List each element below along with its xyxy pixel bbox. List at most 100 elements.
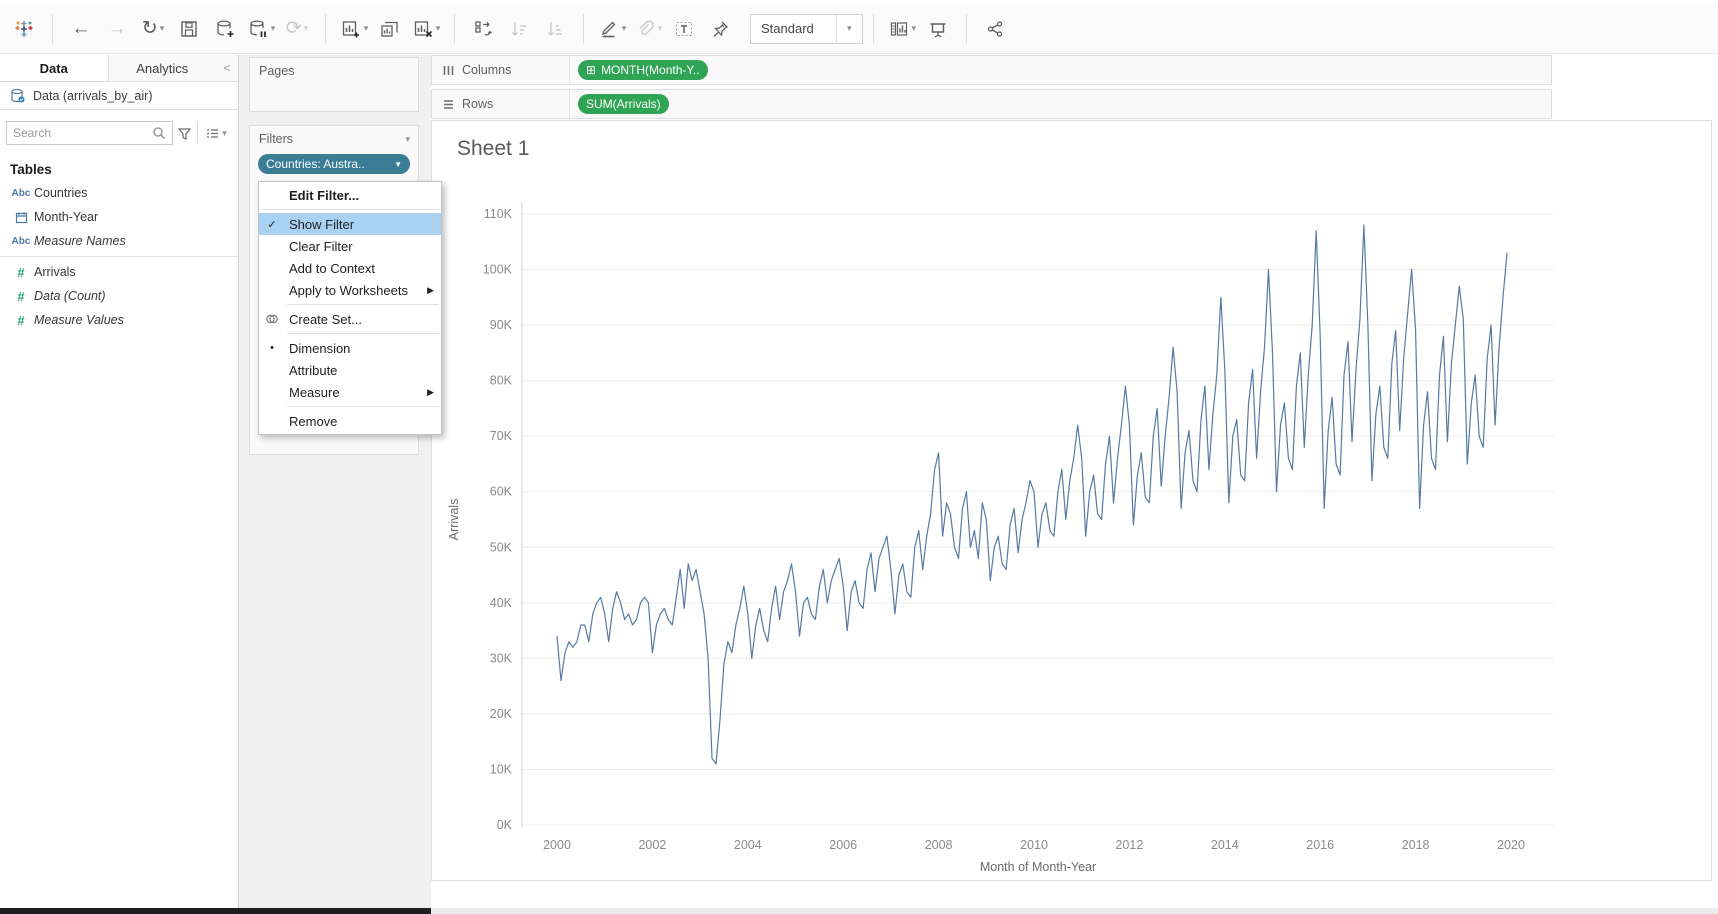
svg-text:2010: 2010 [1020, 838, 1048, 852]
fit-selector[interactable]: Standard ▾ [750, 13, 863, 44]
svg-text:100K: 100K [483, 263, 513, 277]
svg-text:10K: 10K [490, 762, 513, 776]
abc-text-icon: Abc [11, 187, 31, 199]
sort-ascending-button[interactable] [504, 13, 534, 45]
filter-fields-funnel-icon[interactable] [173, 122, 195, 144]
toolbar-divider [583, 13, 584, 44]
show-hide-cards-button[interactable]: ▾ [887, 13, 917, 45]
rows-pill-label: SUM(Arrivals) [586, 97, 661, 111]
columns-shelf[interactable]: Columns ⊞ MONTH(Month-Y.. [431, 55, 1552, 85]
highlight-caret-icon[interactable]: ▾ [621, 23, 627, 33]
menu-gutter [259, 359, 285, 381]
menu-separator [287, 304, 439, 305]
clear-sheet-icon [414, 20, 432, 37]
save-button[interactable] [174, 13, 204, 45]
highlight-button[interactable]: ▾ [597, 13, 627, 45]
field-label: Month-Year [34, 210, 99, 224]
fix-axes-button[interactable] [705, 13, 735, 45]
expand-hierarchy-icon[interactable]: ⊞ [586, 63, 597, 77]
pause-auto-updates-caret-icon[interactable]: ▾ [270, 23, 276, 33]
new-worksheet-button[interactable]: ▾ [339, 13, 369, 45]
rows-pill-sum-arrivals[interactable]: SUM(Arrivals) [578, 94, 669, 114]
filter-pill-caret-icon[interactable]: ▼ [394, 159, 402, 169]
field-label: Data (Count) [34, 289, 106, 303]
swap-rows-columns-button[interactable] [468, 13, 498, 45]
svg-text:0K: 0K [497, 818, 513, 832]
menu-item-show-filter[interactable]: ✓ Show Filter [259, 213, 441, 235]
field-countries[interactable]: Abc Countries [0, 181, 238, 205]
menu-item-apply-to-worksheets[interactable]: Apply to Worksheets ▶ [259, 279, 441, 301]
collapse-panel-icon[interactable]: < [216, 55, 238, 81]
filters-shelf-caret-icon[interactable]: ▾ [405, 133, 410, 144]
undo-button[interactable]: ← [66, 13, 96, 45]
share-icon [987, 20, 1002, 37]
field-label: Measure Values [34, 313, 124, 327]
rows-shelf[interactable]: Rows SUM(Arrivals) [431, 89, 1552, 119]
presentation-mode-icon [930, 22, 946, 38]
search-input[interactable] [13, 126, 152, 140]
menu-item-remove[interactable]: Remove [259, 410, 441, 432]
redo-button[interactable]: → [102, 13, 132, 45]
presentation-mode-button[interactable] [923, 13, 953, 45]
arrivals-line-chart[interactable]: 0K 10K 20K 30K 40K 50K 60K 70K 80K 90K 100K 110K 200… [432, 121, 1711, 880]
svg-text:70K: 70K [490, 429, 513, 443]
field-data-count[interactable]: # Data (Count) [0, 284, 238, 308]
show-mark-labels-button[interactable] [669, 13, 699, 45]
show-hide-cards-caret-icon[interactable]: ▾ [911, 23, 917, 33]
filter-pill-countries[interactable]: Countries: Austra.. ▼ [258, 154, 410, 174]
tab-data[interactable]: Data [0, 55, 109, 81]
tab-analytics[interactable]: Analytics [108, 55, 216, 81]
columns-pill-label: MONTH(Month-Y.. [601, 63, 700, 77]
new-data-source-button[interactable] [210, 13, 240, 45]
dimensions-measures-divider [0, 256, 238, 257]
run-auto-updates-caret-icon: ▾ [303, 23, 309, 33]
worksheet-area[interactable]: Sheet 1 0K 10K 20K 30K 40K 50K 60K 70K 80K 90K 100… [431, 120, 1712, 881]
menu-item-dimension[interactable]: • Dimension [259, 337, 441, 359]
menu-item-create-set[interactable]: Create Set... [259, 308, 441, 330]
filter-pill-label: Countries: Austra.. [266, 157, 365, 171]
field-arrivals[interactable]: # Arrivals [0, 260, 238, 284]
save-icon [181, 20, 197, 37]
new-worksheet-icon [342, 20, 359, 37]
field-month-year[interactable]: Month-Year [0, 205, 238, 229]
pause-auto-updates-icon [250, 19, 266, 37]
search-box[interactable] [6, 121, 173, 145]
pages-shelf[interactable]: Pages [249, 57, 419, 112]
menu-item-measure[interactable]: Measure ▶ [259, 381, 441, 403]
columns-pill-month[interactable]: ⊞ MONTH(Month-Y.. [578, 60, 708, 80]
field-measure-names[interactable]: Abc Measure Names [0, 229, 238, 253]
menu-item-edit-filter[interactable]: Edit Filter... [259, 184, 441, 206]
pause-auto-updates-button[interactable]: ▾ [246, 13, 276, 45]
swap-rows-columns-icon [475, 20, 493, 35]
sort-descending-button[interactable] [540, 13, 570, 45]
new-worksheet-caret-icon[interactable]: ▾ [363, 23, 369, 33]
view-options-caret-icon[interactable]: ▾ [222, 127, 227, 138]
replay-icon: ↻ [141, 18, 158, 39]
clear-sheet-caret-icon[interactable]: ▾ [435, 23, 441, 33]
replay-button[interactable]: ↻ ▾ [138, 13, 168, 45]
menu-item-add-to-context[interactable]: Add to Context [259, 257, 441, 279]
field-measure-values[interactable]: # Measure Values [0, 308, 238, 332]
divider [197, 123, 198, 143]
menu-separator [287, 333, 439, 334]
search-icon [153, 127, 165, 139]
datasource-item[interactable]: Data (arrivals_by_air) [0, 82, 238, 110]
menu-item-clear-filter[interactable]: Clear Filter [259, 235, 441, 257]
menu-gutter [259, 381, 285, 403]
tableau-logo-icon[interactable] [9, 13, 39, 45]
clear-sheet-button[interactable]: ▾ [411, 13, 441, 45]
toolbar-divider [965, 13, 967, 44]
view-options-button[interactable]: ▾ [200, 122, 232, 144]
svg-text:2012: 2012 [1115, 838, 1143, 852]
share-button[interactable] [980, 13, 1010, 45]
duplicate-button[interactable] [375, 13, 405, 45]
undo-icon: ← [71, 18, 91, 39]
group-members-button[interactable]: ▾ [633, 13, 663, 45]
run-auto-updates-button[interactable]: ⟳ ▾ [282, 13, 312, 45]
menu-item-attribute[interactable]: Attribute [259, 359, 441, 381]
fit-selector-caret-icon[interactable]: ▾ [835, 14, 862, 43]
svg-text:2020: 2020 [1497, 838, 1525, 852]
main-toolbar: ← → ↻ ▾ ▾ ⟳ ▾ ▾ [0, 4, 1718, 54]
replay-caret-icon[interactable]: ▾ [159, 23, 165, 33]
columns-label: Columns [462, 63, 512, 77]
